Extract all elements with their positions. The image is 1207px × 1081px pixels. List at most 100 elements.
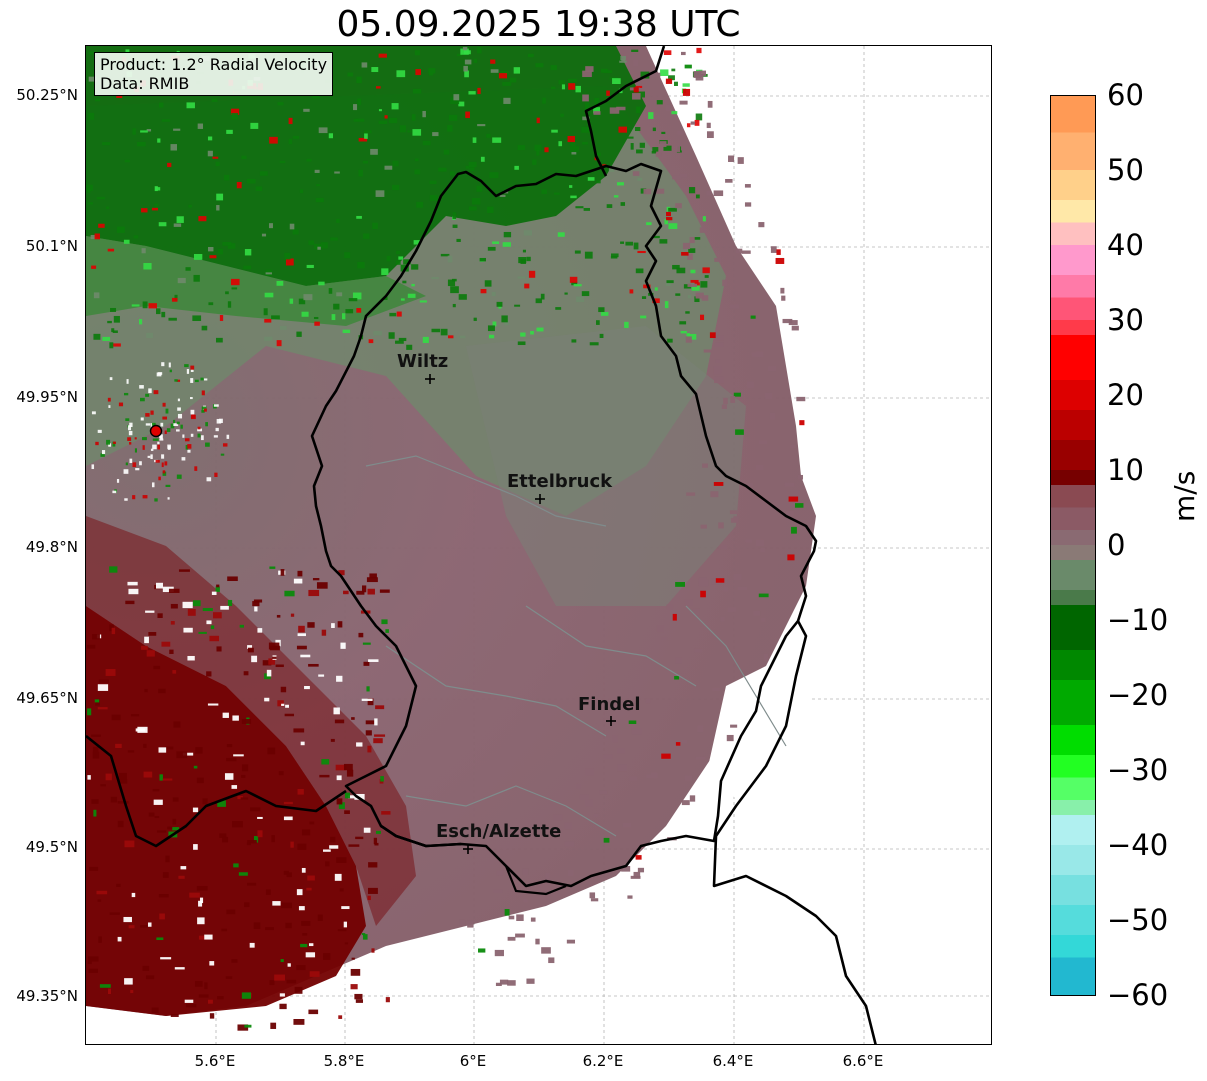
echo-speckle (663, 50, 672, 56)
echo-speckle (343, 763, 353, 771)
echo-speckle (637, 91, 645, 98)
echo-speckle (373, 738, 383, 744)
echo-speckle (665, 282, 671, 286)
echo-speckle (100, 453, 105, 457)
echo-speckle (98, 936, 102, 943)
echo-speckle (296, 331, 302, 337)
echo-speckle (287, 963, 291, 967)
echo-speckle (453, 94, 460, 101)
echo-speckle (606, 90, 610, 96)
echo-speckle (668, 223, 678, 230)
radar-map[interactable] (85, 45, 992, 1045)
echo-speckle (116, 226, 125, 233)
echo-speckle (96, 196, 105, 200)
echo-speckle (571, 281, 578, 286)
echo-speckle (364, 133, 368, 139)
country-border-belgium-france (86, 734, 462, 848)
echo-speckle (140, 417, 144, 421)
colorbar-tick-label: 0 (1107, 528, 1126, 562)
echo-speckle (396, 70, 406, 78)
echo-speckle (696, 47, 702, 54)
echo-speckle (600, 68, 608, 73)
echo-speckle (507, 980, 516, 986)
echo-speckle (477, 47, 482, 54)
echo-speckle (702, 463, 708, 468)
echo-speckle (127, 750, 135, 753)
echo-speckle (679, 100, 688, 105)
echo-speckle (640, 188, 647, 194)
echo-speckle (758, 222, 765, 228)
echo-speckle (381, 619, 388, 625)
echo-speckle (508, 915, 515, 920)
echo-speckle (128, 425, 132, 431)
echo-speckle (796, 396, 806, 402)
echo-speckle (162, 471, 167, 476)
echo-speckle (176, 474, 182, 479)
echo-speckle (761, 617, 766, 622)
echo-speckle (190, 433, 194, 437)
canton-borders (365, 455, 787, 837)
echo-speckle (148, 388, 152, 394)
echo-speckle (111, 328, 115, 333)
echo-speckle (352, 292, 362, 300)
echo-speckle (599, 790, 608, 795)
echo-speckle (88, 112, 95, 120)
echo-speckle (375, 190, 385, 197)
echo-speckle (635, 855, 642, 860)
echo-speckle (338, 570, 345, 576)
echo-speckle (87, 708, 92, 716)
colorbar-band (1050, 545, 1096, 561)
echo-speckle (464, 59, 472, 65)
echo-speckle (306, 158, 312, 162)
echo-speckle (422, 140, 431, 146)
echo-speckle (589, 342, 599, 346)
echo-speckle (161, 454, 165, 459)
echo-speckle (536, 149, 540, 156)
echo-speckle (741, 250, 751, 254)
echo-speckle (342, 329, 351, 334)
echo-speckle (351, 957, 355, 960)
echo-speckle (173, 423, 179, 427)
echo-speckle (635, 268, 644, 274)
echo-speckle (192, 807, 199, 813)
echo-speckle (244, 249, 252, 256)
echo-speckle (261, 233, 267, 237)
echo-speckle (694, 282, 700, 286)
echo-speckle (298, 298, 306, 305)
echo-speckle (290, 613, 295, 617)
echo-speckle (685, 336, 692, 343)
echo-speckle (356, 742, 363, 747)
echo-speckle (633, 242, 639, 250)
echo-speckle (241, 719, 252, 724)
echo-speckle (347, 72, 354, 77)
echo-speckle (219, 315, 224, 321)
colorbar-band (1050, 755, 1096, 779)
echo-speckle (336, 775, 342, 781)
echo-speckle (252, 601, 260, 607)
colorbar-band (1050, 245, 1096, 276)
echo-speckle (631, 728, 642, 735)
echo-speckle (569, 276, 578, 283)
echo-speckle (449, 171, 455, 176)
echo-speckle (695, 292, 704, 299)
echo-speckle (177, 413, 183, 419)
echo-speckle (585, 799, 593, 807)
colorbar-band (1050, 725, 1096, 756)
echo-speckle (652, 298, 660, 304)
echo-speckle (570, 142, 576, 147)
echo-speckle (301, 829, 311, 836)
echo-speckle (545, 872, 550, 879)
echo-speckle (342, 313, 346, 320)
colorbar-band (1050, 800, 1096, 816)
colorbar-band (1050, 380, 1096, 411)
echo-speckle (86, 644, 96, 649)
echo-speckle (733, 573, 742, 580)
echo-speckle (447, 255, 453, 263)
echo-speckle (646, 222, 652, 226)
echo-speckle (293, 1019, 305, 1025)
echo-speckle (155, 459, 160, 463)
echo-speckle (694, 119, 700, 126)
echo-speckle (95, 441, 99, 446)
echo-speckle (162, 778, 173, 781)
echo-speckle (117, 779, 128, 784)
